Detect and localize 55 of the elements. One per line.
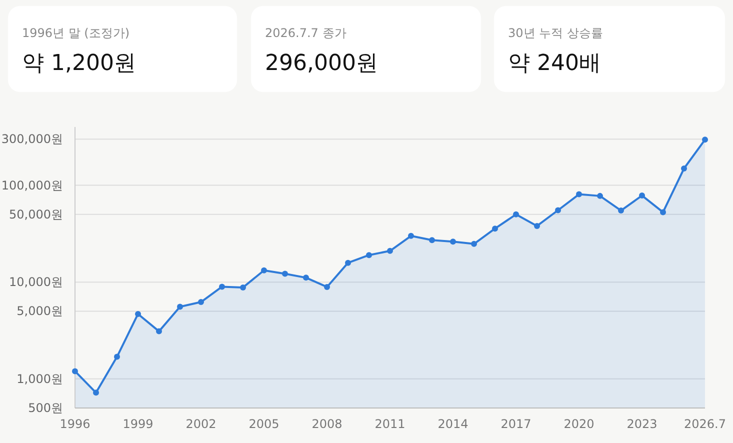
point <box>597 192 603 199</box>
point <box>618 208 624 214</box>
point <box>135 310 141 317</box>
x-tick-label: 2017 <box>500 417 532 431</box>
point <box>303 274 309 281</box>
text: 1996년 말 (조정가) <box>22 26 130 40</box>
y-tick-label: 50,000원 <box>9 207 63 222</box>
x-tick-label: 1996 <box>60 417 90 431</box>
point <box>72 368 78 374</box>
text: 2026.7.7 종가 <box>265 26 346 40</box>
x-tick-label: 2005 <box>248 417 280 431</box>
point <box>681 166 687 172</box>
x-tick-label: 2014 <box>438 417 468 431</box>
point <box>366 252 372 258</box>
point <box>387 248 393 254</box>
point <box>345 260 351 266</box>
point <box>240 284 246 290</box>
point <box>198 299 204 306</box>
point <box>408 232 414 239</box>
point <box>156 328 162 334</box>
y-tick-label: 100,000원 <box>1 178 63 192</box>
point <box>219 284 225 290</box>
point <box>492 226 498 232</box>
point <box>576 191 582 198</box>
x-tick-label: 2023 <box>626 417 658 431</box>
point <box>177 304 183 310</box>
x-tick-label: 2008 <box>312 417 342 431</box>
point <box>555 207 561 214</box>
x-tick-label: 2020 <box>564 417 594 431</box>
point <box>93 390 99 396</box>
point <box>324 284 330 290</box>
point <box>660 209 666 216</box>
y-tick-label: 5,000원 <box>16 304 63 318</box>
x-tick-label: 1999 <box>122 417 154 431</box>
x-tick-label: 2026.7 <box>684 417 726 431</box>
y-tick-label: 500원 <box>28 401 63 415</box>
point <box>702 136 708 143</box>
point <box>429 237 435 244</box>
point <box>282 270 288 277</box>
point <box>114 354 120 360</box>
point <box>471 240 477 247</box>
point <box>261 267 267 274</box>
text: 30년 누적 상승률 <box>508 26 603 40</box>
x-tick-label: 2002 <box>186 417 216 431</box>
text: 296,000원 <box>265 51 378 76</box>
point <box>513 211 519 218</box>
x-tick-label: 2011 <box>374 417 406 431</box>
y-tick-label: 300,000원 <box>1 132 63 146</box>
text: 약 1,200원 <box>22 51 136 76</box>
y-tick-label: 1,000원 <box>16 372 63 386</box>
point <box>450 238 456 245</box>
point <box>534 222 540 229</box>
point <box>639 192 645 199</box>
text: 약 240배 <box>508 51 601 76</box>
y-tick-label: 10,000원 <box>9 275 63 290</box>
